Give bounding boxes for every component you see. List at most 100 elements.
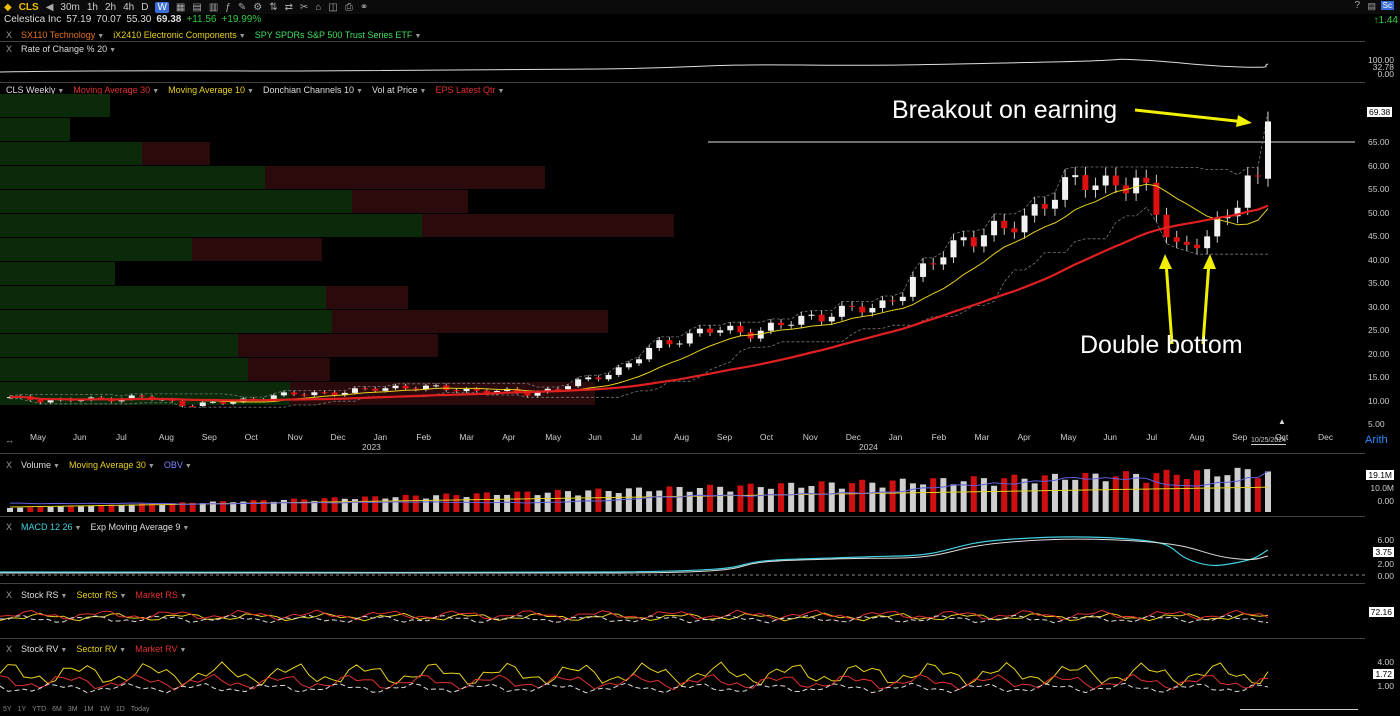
interval-2h[interactable]: 2h: [104, 1, 117, 13]
macd-signal-label[interactable]: Exp Moving Average 9 ▼: [90, 522, 190, 532]
sector-rs-label[interactable]: Sector RS ▼: [76, 590, 127, 600]
volume-bar: [1062, 479, 1069, 512]
bottom-arrow-1: [1164, 261, 1174, 345]
volume-bar: [7, 508, 13, 512]
price-tick: 30.00: [1368, 301, 1390, 312]
candle-body: [696, 328, 703, 334]
interval-4h[interactable]: 4h: [123, 1, 135, 13]
link-icon[interactable]: ⚭: [359, 1, 369, 13]
arrange-icon[interactable]: ⇅: [269, 1, 278, 13]
month-tick: Apr: [502, 432, 516, 442]
symbol-name[interactable]: CLS: [18, 1, 39, 13]
vap-up-bar: [0, 190, 352, 213]
zoom-icon[interactable]: ↔: [5, 435, 14, 445]
timeframe-button-5y[interactable]: 5Y: [3, 706, 12, 713]
main-label-ma10[interactable]: Moving Average 10 ▼: [168, 85, 254, 95]
app-logo: Sc: [1380, 1, 1394, 10]
close-icon[interactable]: X: [6, 644, 13, 654]
candle-body: [138, 395, 145, 397]
scale-mode-button[interactable]: Arith: [1365, 434, 1388, 446]
close-icon[interactable]: X: [6, 30, 13, 40]
main-label-donchian[interactable]: Donchian Channels 10 ▼: [262, 85, 363, 95]
timeframe-button-1m[interactable]: 1M: [83, 706, 94, 713]
close-icon[interactable]: X: [6, 590, 13, 600]
market-rv-line: [0, 673, 1269, 691]
volume-bar: [169, 503, 176, 512]
timeframe-button-6m[interactable]: 6M: [52, 706, 62, 713]
donchian-lower: [10, 206, 1268, 408]
volume-bar: [828, 482, 835, 512]
volume-bar: [1001, 478, 1008, 512]
close-icon[interactable]: X: [6, 460, 13, 470]
candle-body: [1214, 218, 1221, 237]
volume-bar: [209, 501, 216, 512]
volume-bar: [372, 496, 379, 512]
layout-icon[interactable]: ▤: [192, 1, 202, 13]
volume-bar: [291, 498, 298, 512]
timeframe-button-1w[interactable]: 1W: [99, 706, 110, 713]
vap-up-bar: [0, 214, 422, 237]
volume-label[interactable]: Volume ▼: [21, 460, 60, 470]
price-tick: 50.00: [1368, 207, 1390, 218]
obv-label[interactable]: OBV ▼: [163, 460, 192, 470]
sector-rv-label[interactable]: Sector RV ▼: [76, 644, 127, 654]
main-label-vap[interactable]: Vol at Price ▼: [371, 85, 427, 95]
main-label-symbol[interactable]: CLS Weekly ▼: [6, 85, 65, 95]
fullscreen-icon[interactable]: ◫: [328, 1, 338, 13]
timeframe-button-ytd[interactable]: YTD: [32, 706, 47, 713]
year-tick: 2024: [859, 442, 878, 452]
volume-bar: [1224, 475, 1231, 512]
swap-icon[interactable]: ⇄: [284, 1, 293, 13]
top-toolbar: ◆ CLS ◀ 30m 1h 2h 4h D W ▦ ▤ ▥ ƒ ✎ ⚙ ⇅ ⇄…: [0, 0, 1400, 14]
print-icon[interactable]: ⎙: [344, 1, 353, 13]
grid-icon[interactable]: ▥: [208, 1, 219, 13]
month-tick: Jan: [373, 432, 388, 442]
volume-ma-label[interactable]: Moving Average 30 ▼: [68, 460, 155, 470]
menu-icon[interactable]: ▤: [1367, 1, 1376, 11]
main-label-eps[interactable]: EPS Latest Qtr ▼: [435, 85, 505, 95]
indicator-icon[interactable]: ƒ: [225, 1, 231, 13]
timeframe-button-1d[interactable]: 1D: [115, 706, 125, 713]
interval-1h[interactable]: 1h: [86, 1, 98, 13]
candle-body: [686, 333, 693, 344]
scroll-bar[interactable]: [1240, 709, 1358, 710]
volume-bar: [808, 485, 815, 512]
timeframe-button-3m[interactable]: 3M: [67, 706, 78, 713]
main-label-ma30[interactable]: Moving Average 30 ▼: [73, 85, 160, 95]
volume-bar: [483, 492, 490, 512]
price-tick: 20.00: [1368, 348, 1390, 359]
vap-down-bar: [332, 310, 608, 333]
market-rs-label[interactable]: Market RS ▼: [135, 590, 187, 600]
quote-close: 69.38: [156, 14, 182, 25]
bottom-arrowhead-2: [1203, 254, 1216, 269]
macd-label[interactable]: MACD 12 26 ▼: [21, 522, 82, 532]
interval-30m[interactable]: 30m: [60, 1, 80, 13]
stock-rs-label[interactable]: Stock RS ▼: [21, 590, 68, 600]
volume-bar: [727, 491, 734, 512]
interval-weekly[interactable]: W: [155, 1, 169, 13]
compare-icon[interactable]: ◀: [45, 1, 54, 13]
industry-label[interactable]: iX2410 Electronic Components ▼: [113, 30, 246, 40]
volume-bar: [514, 491, 521, 512]
close-icon[interactable]: X: [6, 522, 13, 532]
interval-daily[interactable]: D: [141, 1, 149, 13]
candle-body: [189, 405, 196, 407]
help-icon[interactable]: ?: [1354, 0, 1360, 11]
lock-icon[interactable]: ⌂: [315, 1, 322, 13]
scroll-up-icon[interactable]: ▲: [1278, 417, 1286, 426]
roc-label[interactable]: Rate of Change % 20 ▼: [21, 44, 117, 54]
settings-icon[interactable]: ⚙: [253, 1, 263, 13]
sector-label[interactable]: SX110 Technology ▼: [21, 30, 105, 40]
vap-up-bar: [0, 166, 265, 189]
benchmark-label[interactable]: SPY SPDRs S&P 500 Trust Series ETF ▼: [254, 30, 422, 40]
ruler-icon[interactable]: ✂: [299, 1, 309, 13]
market-rv-label[interactable]: Market RV ▼: [135, 644, 187, 654]
timeframe-button-1y[interactable]: 1Y: [17, 706, 27, 713]
close-icon[interactable]: X: [6, 44, 13, 54]
stock-rv-label[interactable]: Stock RV ▼: [21, 644, 68, 654]
volume-bar: [27, 507, 34, 512]
draw-icon[interactable]: ✎: [237, 1, 247, 13]
chart-type-icon[interactable]: ▦: [175, 1, 186, 13]
timeframe-button-today[interactable]: Today: [130, 706, 150, 713]
candle-body: [554, 388, 561, 390]
